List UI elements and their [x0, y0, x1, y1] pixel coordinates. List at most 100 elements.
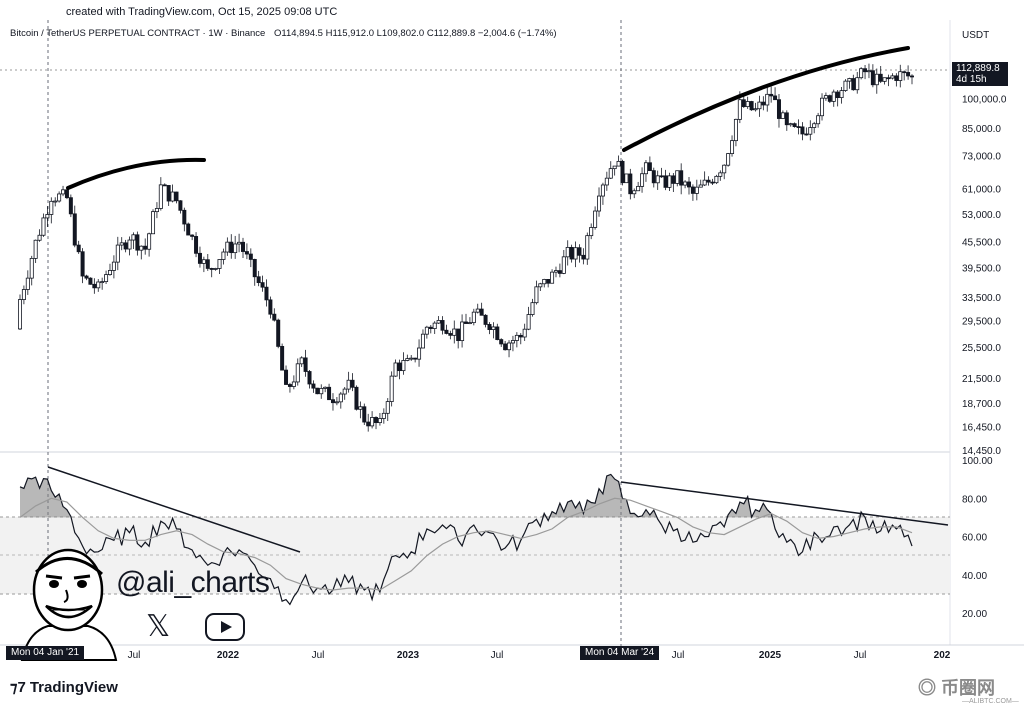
- tradingview-wordmark: TradingView: [29, 679, 118, 696]
- candle-body: [76, 244, 81, 253]
- candle-body: [694, 186, 699, 194]
- x-logo-icon[interactable]: 𝕏: [146, 610, 171, 643]
- time-axis[interactable]: Jul 2022 Jul 2023 Jul Jul 2025 Jul 202: [128, 650, 951, 661]
- candle-body: [405, 358, 410, 361]
- candle-body: [237, 241, 242, 245]
- candle-body: [843, 80, 848, 91]
- candle-body: [643, 162, 648, 175]
- candle-body: [878, 73, 883, 82]
- candle-body: [225, 241, 230, 253]
- candle-body: [205, 259, 210, 269]
- candle-body: [209, 268, 214, 270]
- price-tick-label: 25,500.0: [962, 343, 1001, 354]
- tradingview-logo[interactable]: ⁊7 TradingView: [10, 678, 118, 696]
- candle-body: [84, 275, 89, 279]
- candle-body: [68, 197, 73, 215]
- top-arc-2024-2025: [622, 46, 910, 152]
- candles-layer: [17, 63, 915, 432]
- watermark-subtext: —ALIBTC.COM—: [962, 698, 1019, 705]
- candle-body: [757, 101, 762, 110]
- candle-body: [628, 173, 633, 195]
- candle-body: [107, 270, 112, 276]
- candle-body: [780, 112, 785, 119]
- candle-body: [898, 71, 903, 81]
- candle-body: [284, 369, 289, 385]
- time-tick-label: 2022: [217, 650, 240, 661]
- watermark: ◎ 币圈网: [918, 674, 995, 700]
- candle-body: [88, 277, 93, 285]
- candle-body: [866, 70, 871, 73]
- candle-body: [123, 242, 128, 250]
- candle-body: [640, 173, 645, 187]
- rsi-tick-label: 60.00: [962, 533, 987, 544]
- candle-body: [295, 363, 300, 383]
- candle-body: [311, 383, 316, 389]
- candle-body: [17, 299, 22, 330]
- price-axis[interactable]: 120,000.0100,000.085,000.073,000.061,000…: [962, 61, 1007, 457]
- candle-body: [796, 126, 801, 128]
- candle-body: [726, 153, 731, 166]
- candle-body: [362, 406, 367, 423]
- candle-body: [816, 115, 821, 125]
- symbol-legend[interactable]: Bitcoin / TetherUS PERPETUAL CONTRACT · …: [10, 28, 557, 39]
- candle-body: [307, 371, 312, 385]
- time-tick-label: 2023: [397, 650, 420, 661]
- candle-body: [72, 213, 77, 246]
- rsi-overbought-fill: [20, 474, 912, 518]
- candle-body: [452, 328, 457, 336]
- candle-body: [769, 93, 774, 97]
- candle-body: [467, 322, 472, 325]
- candle-body: [823, 95, 828, 99]
- price-tick-label: 16,450.0: [962, 422, 1001, 433]
- candle-body: [479, 308, 484, 316]
- candle-body: [859, 68, 864, 79]
- candle-body: [890, 75, 895, 79]
- candle-body: [698, 184, 703, 188]
- candle-body: [41, 217, 46, 236]
- candle-body: [542, 279, 547, 285]
- candle-body: [190, 234, 195, 237]
- candle-body: [690, 186, 695, 194]
- candle-body: [761, 101, 766, 106]
- created-note: created with TradingView.com, Oct 15, 20…: [66, 6, 338, 18]
- candle-body: [702, 179, 707, 186]
- tradingview-mark-icon: ⁊7: [10, 679, 26, 696]
- candle-body: [730, 140, 735, 154]
- candle-body: [389, 375, 394, 402]
- candle-body: [550, 271, 555, 284]
- price-tick-label: 29,500.0: [962, 316, 1001, 327]
- candle-body: [604, 177, 609, 186]
- candle-body: [151, 211, 156, 235]
- candle-body: [902, 71, 907, 74]
- time-tick-label: Jul: [672, 650, 685, 661]
- candle-body: [61, 189, 66, 195]
- candle-body: [417, 347, 422, 360]
- candle-body: [910, 75, 915, 78]
- candle-body: [804, 133, 809, 136]
- youtube-icon[interactable]: [205, 613, 245, 641]
- candle-body: [115, 244, 120, 263]
- candle-body: [162, 184, 167, 187]
- candle-body: [612, 165, 617, 170]
- candle-body: [401, 360, 406, 372]
- candle-body: [280, 346, 285, 371]
- candle-body: [127, 239, 132, 250]
- candle-body: [820, 97, 825, 117]
- candle-body: [581, 254, 586, 260]
- candle-body: [393, 362, 398, 377]
- candle-body: [733, 118, 738, 142]
- time-tick-label: Jul: [312, 650, 325, 661]
- ohlc-values: O114,894.5 H115,912.0 L109,802.0 C112,88…: [274, 28, 557, 39]
- price-tick-label: 21,500.0: [962, 374, 1001, 385]
- candle-body: [749, 101, 754, 111]
- candle-body: [166, 185, 171, 202]
- author-handle[interactable]: @ali_charts: [116, 566, 270, 599]
- rsi-axis[interactable]: 100.00 80.00 60.00 40.00 20.00: [962, 456, 993, 620]
- price-tick-label: 73,000.0: [962, 152, 1001, 163]
- candle-body: [745, 101, 750, 108]
- candle-body: [800, 126, 805, 135]
- candle-body: [217, 259, 222, 269]
- candle-body: [201, 259, 206, 264]
- cursor-time-tag-left: Mon 04 Jan '21: [6, 646, 85, 660]
